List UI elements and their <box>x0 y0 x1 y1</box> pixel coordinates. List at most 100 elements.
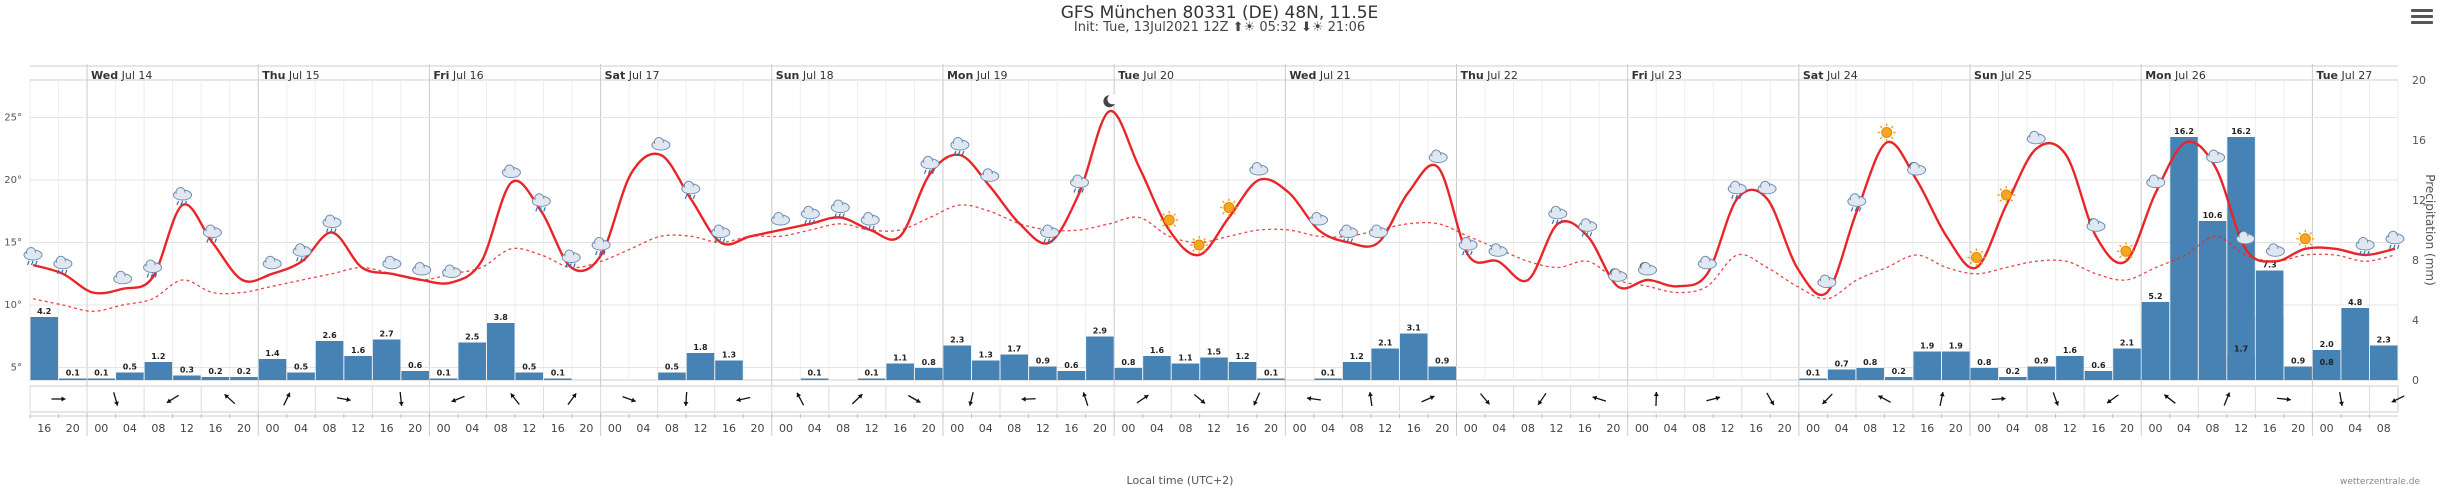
cloud-icon <box>980 168 1000 182</box>
precip-bar-label: 0.1 <box>865 369 880 378</box>
day-label: Tue Jul 27 <box>2316 69 2372 82</box>
hour-tick-label: 00 <box>1121 422 1135 435</box>
wind-head <box>114 401 119 406</box>
hour-tick-label: 20 <box>751 422 765 435</box>
cloud-fill <box>1818 280 1835 287</box>
rain-drop <box>1470 250 1473 256</box>
wind-head <box>1082 392 1088 397</box>
precip-bar-label: 0.6 <box>408 361 423 370</box>
wind-head <box>631 397 636 403</box>
hour-tick-label: 12 <box>2063 422 2077 435</box>
rain-drop <box>1462 250 1465 256</box>
wind-head <box>1200 399 1206 404</box>
wind-head <box>2338 401 2344 406</box>
hour-tick-label: 12 <box>2234 422 2248 435</box>
precip-bar-label: 1.6 <box>1150 346 1165 355</box>
precip-bar <box>1000 354 1029 380</box>
hour-tick-label: 04 <box>2006 422 2020 435</box>
wind-head <box>1368 392 1373 397</box>
moon-cut <box>1107 94 1118 105</box>
sun-disc <box>1193 239 1205 251</box>
hour-tick-label: 16 <box>1749 422 1763 435</box>
precip-bar <box>344 356 372 380</box>
sun-disc <box>1881 127 1893 138</box>
precip-bar <box>2141 302 2170 380</box>
rain-drop <box>927 169 931 175</box>
cloud-fill <box>294 248 311 256</box>
rain-drop <box>838 213 841 218</box>
precip-bar <box>230 377 258 380</box>
wind-head <box>1143 395 1149 400</box>
hour-tick-label: 00 <box>608 422 622 435</box>
precip-bar <box>2227 137 2255 380</box>
hour-tick-label: 16 <box>37 422 51 435</box>
rain-drop <box>1346 238 1350 243</box>
hour-tick-label: 20 <box>2120 422 2134 435</box>
hour-tick-label: 12 <box>1549 422 1563 435</box>
wind-head <box>2001 396 2006 402</box>
hour-tick-label: 12 <box>1892 422 1906 435</box>
plot-frame <box>29 79 2399 381</box>
rain-drop <box>300 257 303 262</box>
cloud-fill <box>1310 217 1327 225</box>
wind-arrow-icon <box>683 391 689 407</box>
hamburger-menu-icon[interactable] <box>2411 6 2433 26</box>
day-label: Tue Jul 20 <box>1118 69 1174 82</box>
precip-bar <box>429 378 458 380</box>
rain-drop <box>603 250 606 256</box>
precip-bar-label: 10.6 <box>2203 211 2223 220</box>
rain-drop <box>2392 244 2396 250</box>
precip-bar <box>1228 362 1257 380</box>
precip-bar-label: 0.9 <box>2291 357 2306 366</box>
precip-bar <box>2312 368 2341 380</box>
precip-bar-label: 0.2 <box>237 367 251 376</box>
rain-drop <box>961 150 965 156</box>
rain-drop <box>684 194 688 200</box>
precip-bar <box>1257 378 1285 380</box>
cloud-icon <box>1817 274 1837 288</box>
cloud-fill <box>1729 186 1746 194</box>
precip-bar <box>1942 351 1970 380</box>
cloud-rain-icon <box>53 255 73 275</box>
sun-ray <box>2130 244 2133 248</box>
hour-tick-label: 04 <box>1492 422 1506 435</box>
precip-bar <box>1999 377 2027 380</box>
hour-tick-label: 08 <box>665 422 679 435</box>
precip-bar-label: 0.1 <box>551 369 566 378</box>
hour-tick-label: 20 <box>1778 422 1792 435</box>
hour-tick-label: 16 <box>380 422 394 435</box>
wind-arrow-icon <box>736 396 751 403</box>
precip-bar-label: 0.1 <box>66 369 81 378</box>
wind-arrow-icon <box>113 392 119 406</box>
day-label: Sat Jul 24 <box>1803 69 1858 82</box>
cloud-rain-icon <box>711 224 731 243</box>
hour-tick-label: 12 <box>1207 422 1221 435</box>
precip-bar <box>515 372 544 380</box>
precip-bar-label: 0.5 <box>123 363 138 372</box>
rain-drop <box>957 150 961 156</box>
rain-drop <box>1581 232 1585 237</box>
cloud-fill <box>652 142 669 150</box>
wind-head <box>683 401 689 406</box>
hour-tick-label: 08 <box>2206 422 2220 435</box>
wind-head <box>2286 396 2291 402</box>
rain-drop <box>923 169 927 175</box>
precip-bar <box>1200 357 1228 380</box>
chart-title: GFS München 80331 (DE) 48N, 11.5E <box>1060 3 1379 23</box>
precip-bar-label: 1.7 <box>2234 345 2248 354</box>
sunrise-time: 05:32 <box>1259 20 1297 35</box>
wind-arrow-icon <box>1653 391 1659 407</box>
precip-bar-label: 2.3 <box>950 336 964 345</box>
hour-tick-label: 16 <box>1064 422 1078 435</box>
hour-tick-label: 20 <box>579 422 593 435</box>
precip-bar-label: 0.8 <box>922 358 937 367</box>
wind-arrow-icon <box>1368 391 1373 407</box>
precip-bar-label: 3.8 <box>494 313 509 322</box>
hour-tick-label: 08 <box>1178 422 1192 435</box>
hour-tick-label: 12 <box>522 422 536 435</box>
cloud-icon <box>651 137 671 151</box>
cloud-fill <box>1609 273 1626 281</box>
hour-tick-label: 16 <box>1578 422 1592 435</box>
precip-bar <box>2084 371 2113 380</box>
